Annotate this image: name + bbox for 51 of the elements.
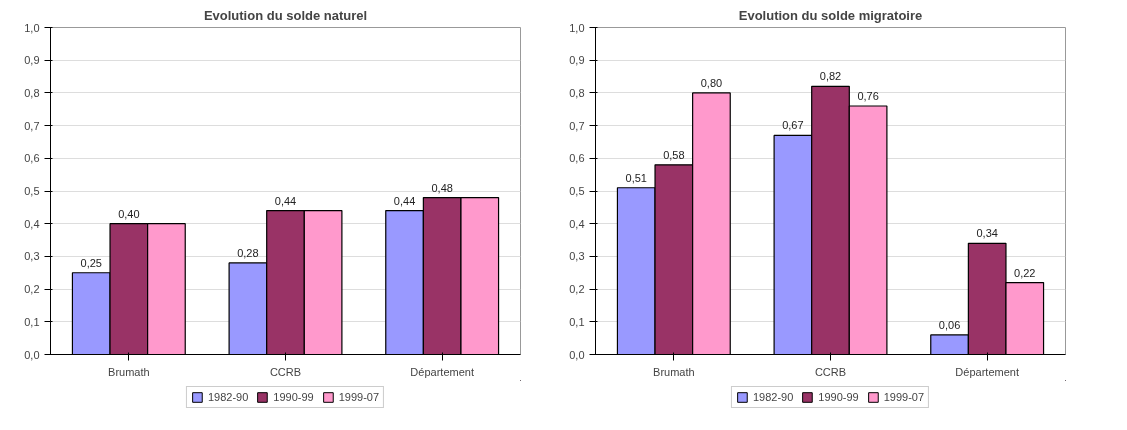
data-label: 0,22 (1014, 266, 1036, 279)
chart-title: Evolution du solde naturel (203, 7, 368, 23)
data-label: 0,34 (976, 227, 998, 240)
data-label: 0,76 (857, 89, 879, 102)
y-tick-label: 0,2 (569, 283, 585, 296)
y-tick-label: 0,8 (569, 86, 585, 99)
y-tick-label: 0,7 (24, 119, 40, 132)
x-tick-label: Département (410, 365, 474, 378)
x-tick-label: CCRB (814, 365, 847, 378)
y-tick-label: 0,7 (569, 119, 585, 132)
y-tick-label: 0,6 (569, 152, 585, 165)
legend-label: 1990-99 (818, 391, 859, 403)
data-label: 0,44 (393, 194, 416, 207)
y-tick-label: 0,0 (24, 348, 40, 361)
data-label: 0,44 (274, 194, 297, 207)
y-tick-label: 0,4 (24, 217, 40, 230)
data-label: 0,67 (782, 119, 804, 132)
data-label: 0,06 (938, 318, 961, 331)
x-tick-label: Brumath (108, 365, 150, 378)
y-tick-label: 0,1 (24, 315, 40, 328)
y-tick-label: 0,8 (24, 86, 40, 99)
legend-label: 1982-90 (207, 391, 249, 403)
y-tick-label: 1,0 (24, 21, 40, 34)
data-label: 0,28 (237, 246, 259, 259)
y-tick-label: 0,5 (24, 185, 40, 197)
legend-label: 1982-90 (752, 391, 794, 403)
y-tick-label: 0,1 (569, 315, 585, 328)
y-tick-label: 1,0 (569, 21, 585, 34)
x-tick-label: CCRB (269, 365, 302, 378)
x-tick-label: Brumath (653, 365, 695, 378)
chart-title: Evolution du solde migratoire (738, 7, 923, 23)
legend-label: 1999-07 (883, 391, 925, 403)
y-tick-label: 0,5 (569, 185, 585, 197)
y-tick-label: 0,3 (24, 250, 40, 263)
data-label: 0,80 (700, 76, 723, 89)
y-tick-label: 0,9 (24, 54, 40, 67)
data-label: 0,48 (431, 181, 453, 194)
y-tick-label: 0,2 (24, 283, 40, 296)
y-tick-label: 0,0 (569, 348, 585, 361)
y-tick-label: 0,3 (569, 250, 585, 263)
data-label: 0,82 (819, 70, 842, 83)
data-label: 0,40 (118, 207, 140, 220)
y-tick-label: 0,9 (569, 54, 585, 67)
y-tick-label: 0,4 (569, 217, 585, 230)
legend-label: 1990-99 (273, 391, 314, 403)
data-label: 0,58 (663, 148, 685, 161)
x-tick-label: Département (955, 365, 1019, 378)
data-label: 0,25 (80, 256, 102, 269)
data-label: 0,51 (625, 171, 647, 184)
y-tick-label: 0,6 (24, 152, 40, 165)
legend-label: 1999-07 (338, 391, 380, 403)
